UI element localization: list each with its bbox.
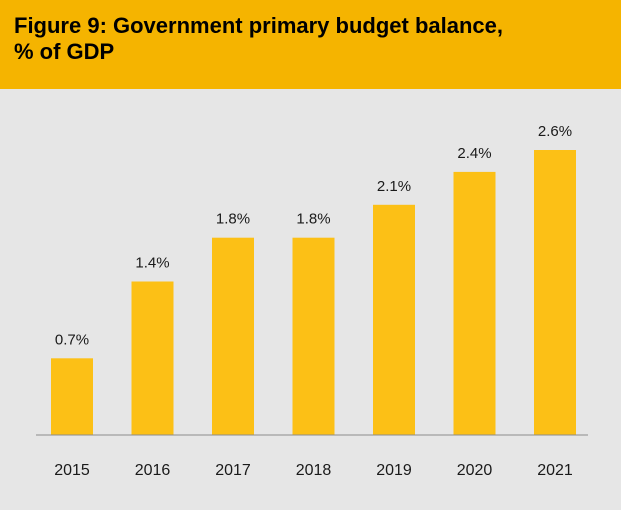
value-label-2021: 2.6%: [538, 123, 572, 140]
plot-area: 0.7% 1.4% 1.8% 1.8% 2.1% 2.4% 2.6% 2015 2016 201…: [0, 89, 621, 510]
value-labels-layer: 0.7% 1.4% 1.8% 1.8% 2.1% 2.4% 2.6%: [55, 123, 572, 348]
bar-2016: [131, 281, 174, 435]
bar-chart: 0.7%1.4%1.8% 1.8%2.1%2.4%2.6% 2015 2016 201…: [36, 123, 588, 479]
x-tick-label-2015: 2015: [54, 462, 90, 479]
figure-title-line-1: Figure 9: Government primary budget bala…: [14, 13, 503, 38]
x-tick-label-2020: 2020: [457, 462, 493, 479]
value-label-2016: 1.4%: [135, 255, 169, 272]
x-tick-label-2016: 2016: [135, 462, 171, 479]
value-label-2015: 0.7%: [55, 331, 89, 348]
figure-title-line-2: % of GDP: [14, 39, 115, 64]
bar-2017: [212, 237, 254, 435]
x-tick-label-2017: 2017: [215, 462, 251, 479]
bars-layer: [51, 150, 576, 435]
bar-2020: [453, 171, 496, 435]
value-label-2018: 1.8%: [296, 211, 330, 228]
bar-2018: [292, 237, 335, 435]
bar-2021: [534, 150, 576, 435]
figure-header: Figure 9: Government primary budget bala…: [0, 0, 621, 89]
x-tick-label-2021: 2021: [537, 462, 573, 479]
value-label-2019: 2.1%: [377, 178, 411, 195]
value-label-2020: 2.4%: [457, 145, 491, 162]
x-tick-label-2019: 2019: [376, 462, 412, 479]
x-tick-label-2018: 2018: [296, 462, 332, 479]
value-label-2017: 1.8%: [216, 211, 250, 228]
bar-2019: [373, 204, 415, 435]
x-tick-labels-layer: 2015 2016 2017 2018 2019 2020 2021: [54, 462, 573, 479]
bar-2015: [51, 358, 93, 435]
